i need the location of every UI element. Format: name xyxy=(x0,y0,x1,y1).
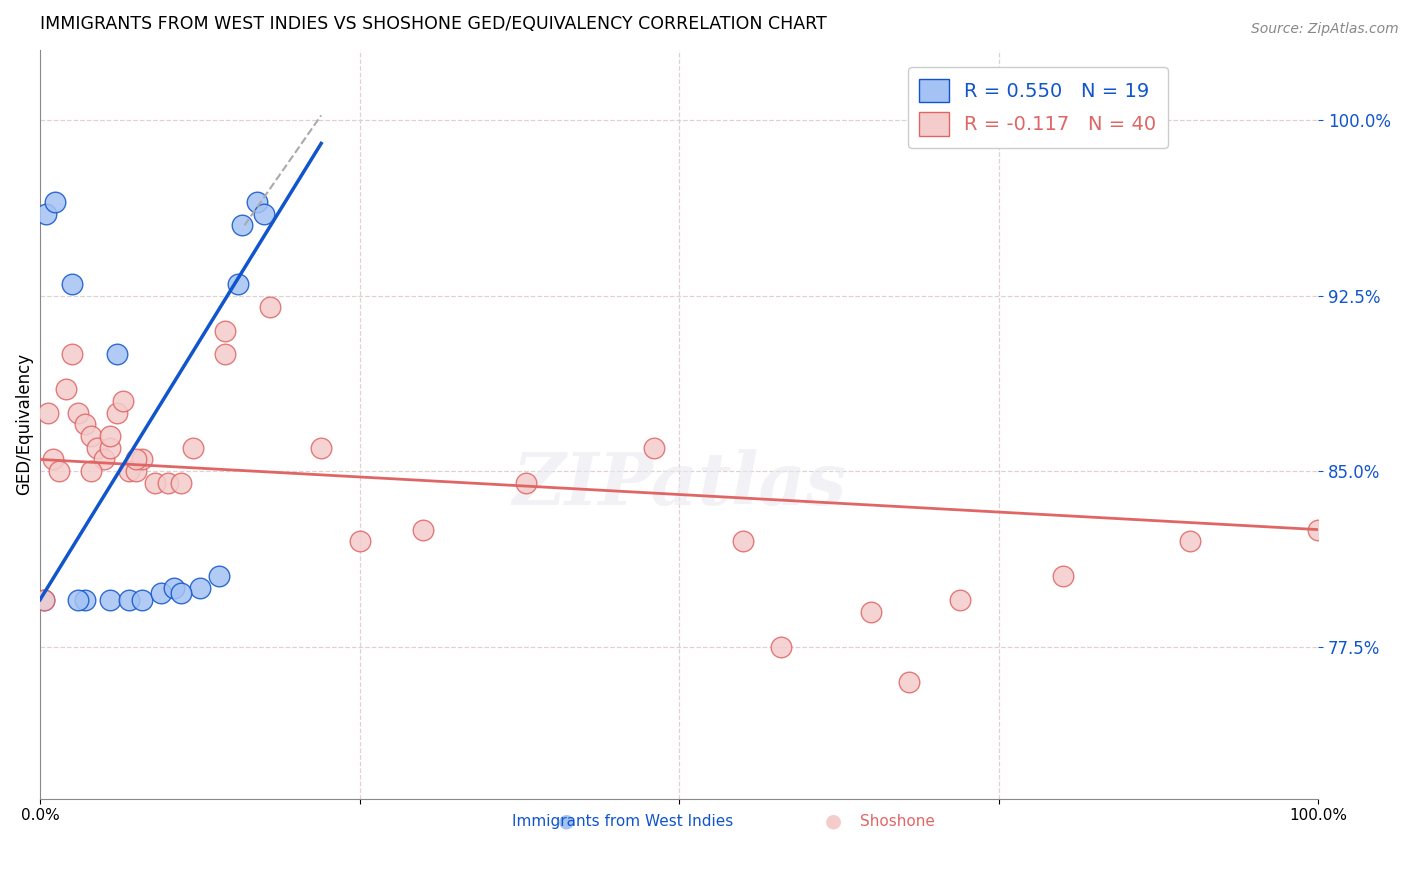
Y-axis label: GED/Equivalency: GED/Equivalency xyxy=(15,353,32,495)
Point xyxy=(32,592,55,607)
Point xyxy=(1052,569,1074,583)
Point xyxy=(37,406,59,420)
Point xyxy=(1180,534,1202,549)
Point xyxy=(105,347,128,361)
Point xyxy=(226,277,249,291)
Text: IMMIGRANTS FROM WEST INDIES VS SHOSHONE GED/EQUIVALENCY CORRELATION CHART: IMMIGRANTS FROM WEST INDIES VS SHOSHONE … xyxy=(39,15,827,33)
Point xyxy=(44,194,66,209)
Point xyxy=(515,475,537,490)
Point xyxy=(60,277,83,291)
Text: Immigrants from West Indies: Immigrants from West Indies xyxy=(512,814,734,829)
Point xyxy=(80,464,103,478)
Point xyxy=(67,406,90,420)
Point xyxy=(1308,523,1330,537)
Point xyxy=(125,464,148,478)
Point xyxy=(208,569,231,583)
Point xyxy=(183,441,205,455)
Point xyxy=(118,592,141,607)
Point xyxy=(188,581,211,595)
Point xyxy=(214,347,236,361)
Legend: R = 0.550   N = 19, R = -0.117   N = 40: R = 0.550 N = 19, R = -0.117 N = 40 xyxy=(908,67,1168,147)
Point xyxy=(169,475,191,490)
Point xyxy=(156,475,179,490)
Text: ●: ● xyxy=(558,812,575,830)
Point xyxy=(93,452,115,467)
Point xyxy=(42,452,65,467)
Point xyxy=(131,592,153,607)
Point xyxy=(73,417,96,432)
Point xyxy=(112,393,135,408)
Point xyxy=(48,464,70,478)
Point xyxy=(231,219,253,233)
Point xyxy=(859,605,882,619)
Point xyxy=(163,581,186,595)
Point xyxy=(169,586,191,600)
Point xyxy=(55,382,77,396)
Point xyxy=(125,452,148,467)
Text: Shoshone: Shoshone xyxy=(859,814,935,829)
Point xyxy=(259,300,281,314)
Point xyxy=(86,441,108,455)
Text: Source: ZipAtlas.com: Source: ZipAtlas.com xyxy=(1251,22,1399,37)
Point xyxy=(898,674,921,689)
Point xyxy=(731,534,754,549)
Point xyxy=(349,534,371,549)
Point xyxy=(131,452,153,467)
Point xyxy=(643,441,665,455)
Point xyxy=(253,207,276,221)
Point xyxy=(770,640,793,654)
Point xyxy=(105,406,128,420)
Point xyxy=(67,592,90,607)
Point xyxy=(35,207,58,221)
Point xyxy=(98,441,121,455)
Point xyxy=(412,523,434,537)
Point xyxy=(309,441,332,455)
Point xyxy=(32,592,55,607)
Point xyxy=(150,586,173,600)
Point xyxy=(80,429,103,443)
Point xyxy=(98,429,121,443)
Point xyxy=(60,347,83,361)
Text: ZIPatlas: ZIPatlas xyxy=(512,449,846,520)
Point xyxy=(73,592,96,607)
Point xyxy=(118,464,141,478)
Point xyxy=(98,592,121,607)
Point xyxy=(246,194,269,209)
Point xyxy=(143,475,166,490)
Point xyxy=(949,592,972,607)
Text: ●: ● xyxy=(825,812,842,830)
Point xyxy=(214,324,236,338)
